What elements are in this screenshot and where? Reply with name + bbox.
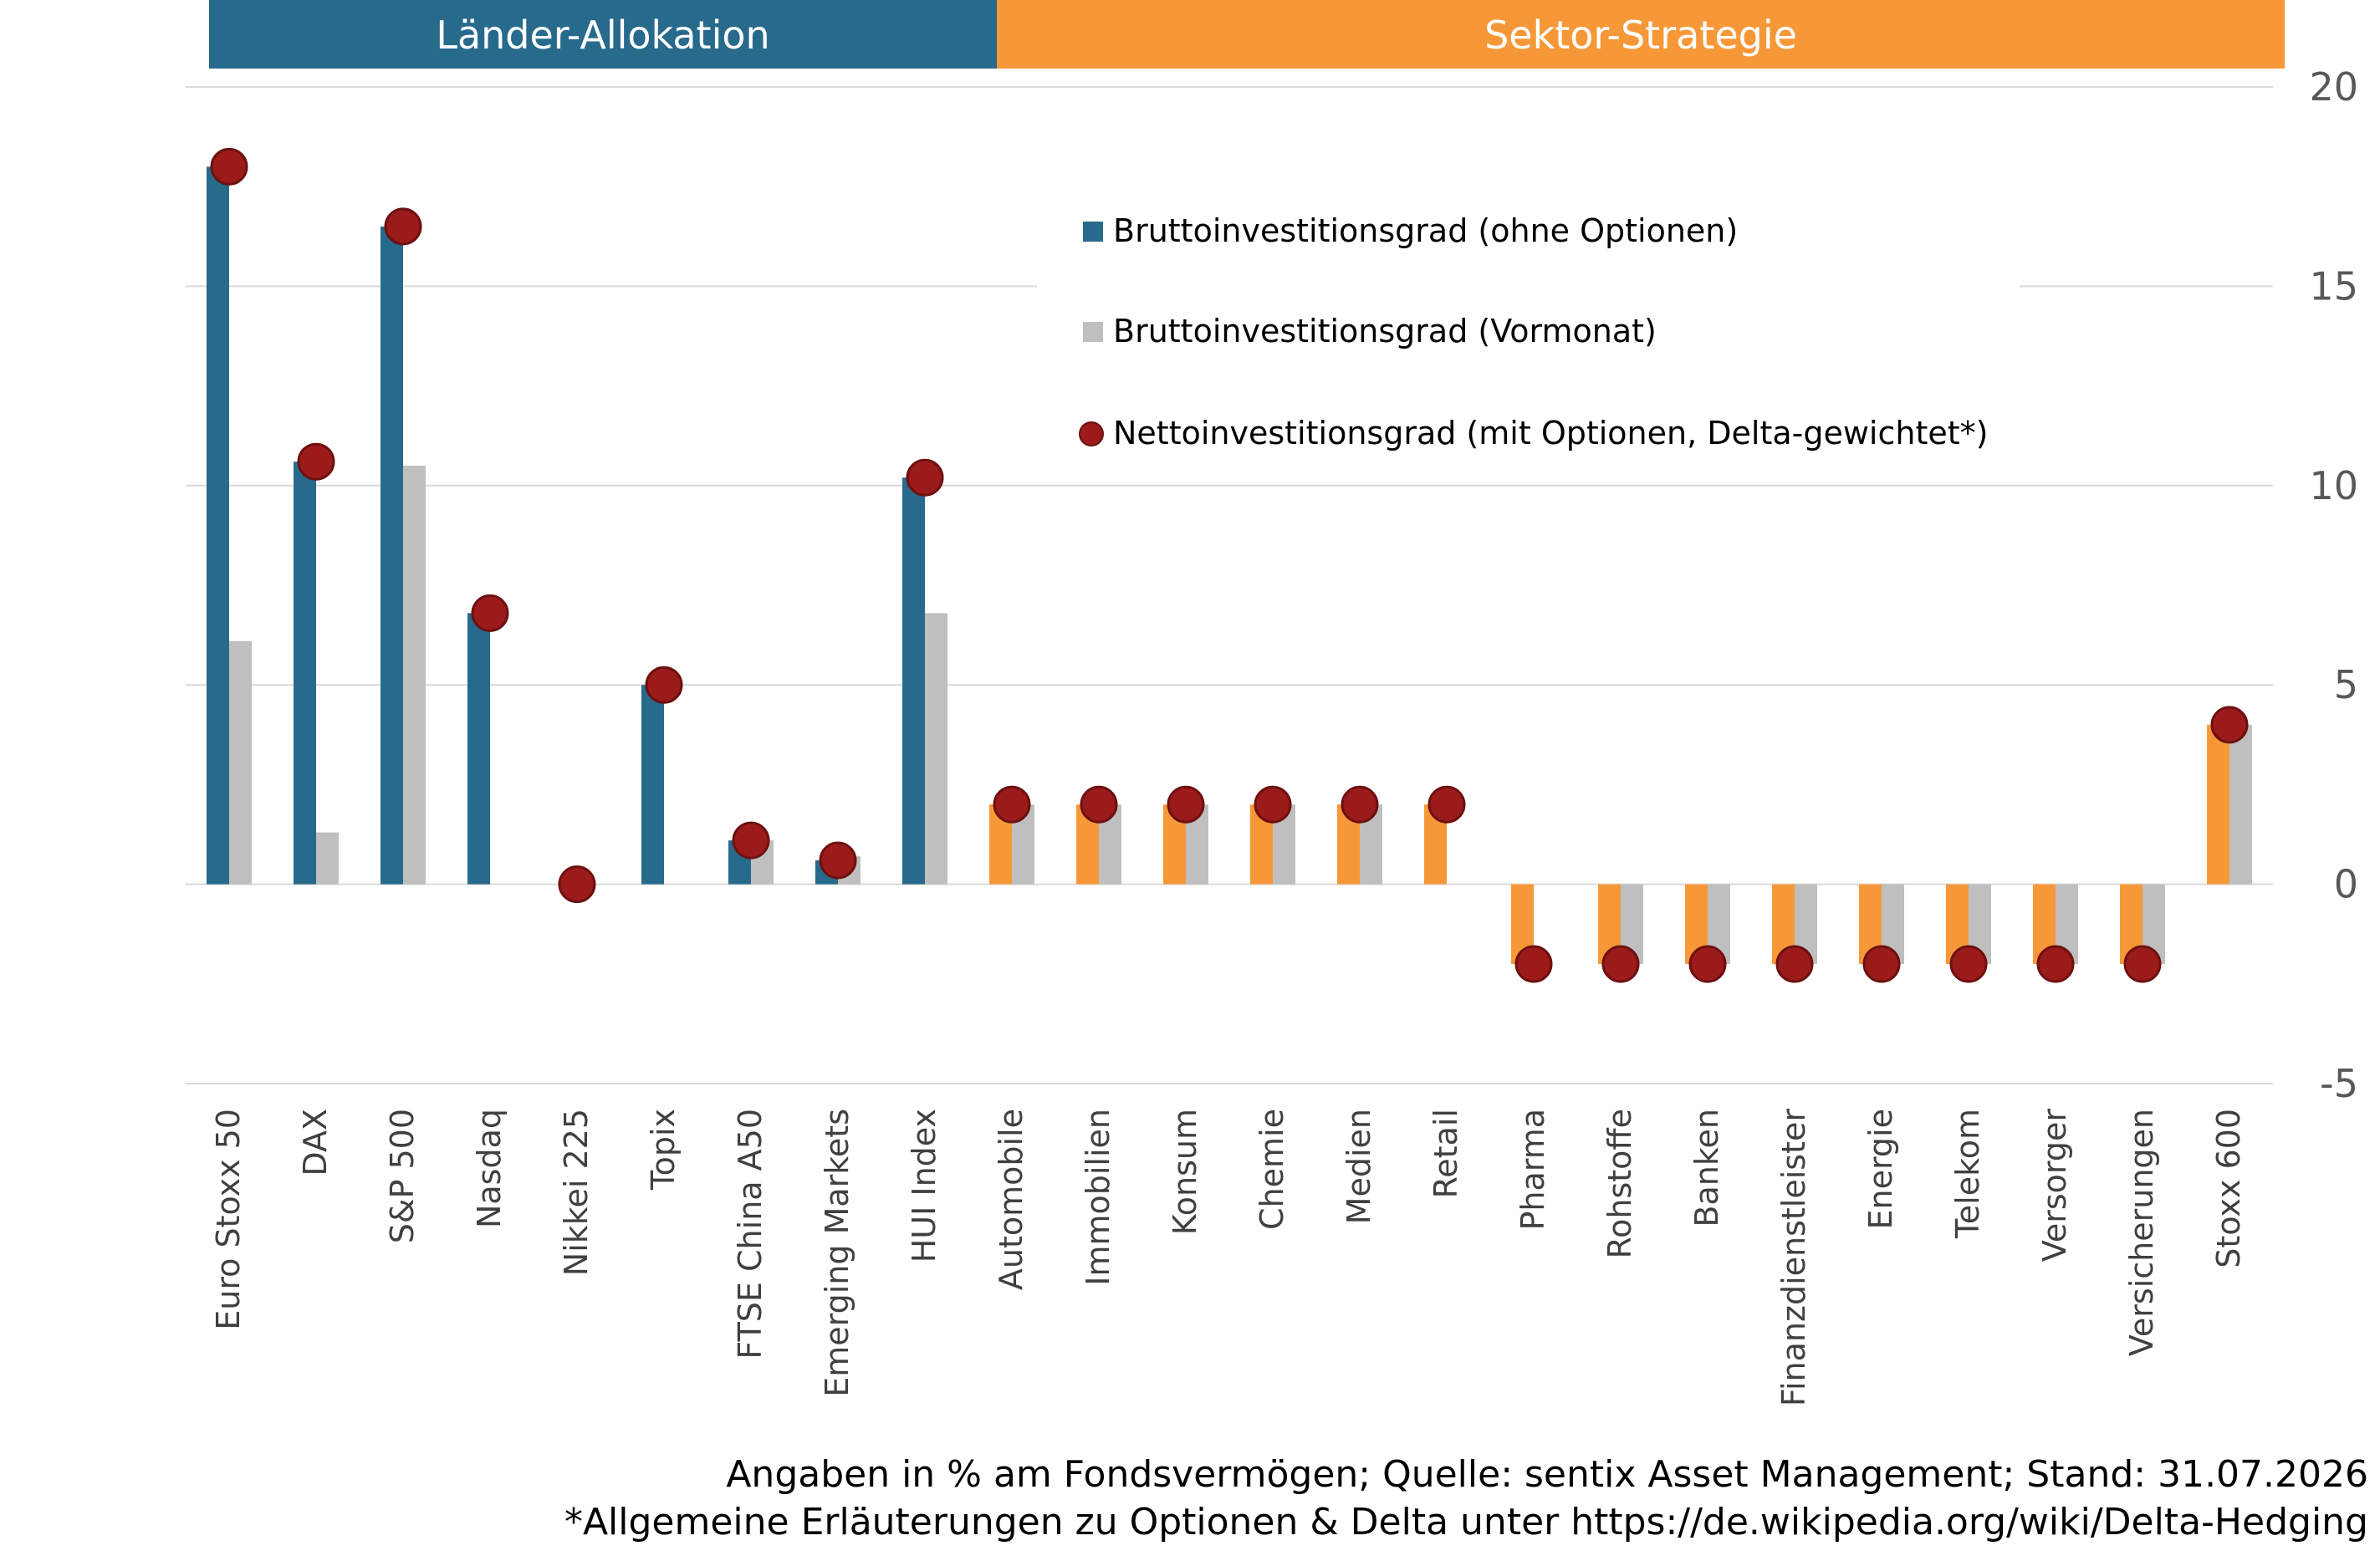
x-tick-label: Emerging Markets <box>819 1109 855 1397</box>
net-marker <box>297 442 335 481</box>
x-tick-label: Immobilien <box>1080 1109 1116 1286</box>
legend-swatch-previous <box>1083 322 1103 342</box>
bar-previous <box>403 465 426 885</box>
bar-current <box>2207 724 2229 885</box>
x-tick-label: Automobile <box>993 1109 1029 1290</box>
x-tick-label: HUI Index <box>906 1109 942 1263</box>
net-marker <box>2210 706 2249 744</box>
bar-current <box>294 462 316 885</box>
banner-laender-label: Länder-Allokation <box>436 13 769 58</box>
net-marker <box>210 147 248 186</box>
bar-current <box>467 613 490 885</box>
bars <box>207 166 2252 964</box>
net-marker <box>558 865 596 904</box>
gridlines <box>186 86 2273 1084</box>
legend-label-previous: Bruttoinvestitionsgrad (Vormonat) <box>1113 313 1657 349</box>
net-marker <box>471 594 509 632</box>
x-tick-label: Rohstoffe <box>1601 1109 1638 1259</box>
legend: Bruttoinvestitionsgrad (ohne Optionen) B… <box>1037 186 2020 470</box>
legend-label-current: Bruttoinvestitionsgrad (ohne Optionen) <box>1113 212 1738 249</box>
footer-source: Angaben in % am Fondsvermögen; Quelle: s… <box>726 1453 2368 1496</box>
net-marker <box>384 207 422 246</box>
net-marker <box>1514 945 1553 983</box>
x-tick-label: Euro Stoxx 50 <box>210 1109 247 1330</box>
bar-current <box>641 685 664 885</box>
net-marker <box>1601 945 1640 983</box>
net-marker <box>819 841 857 880</box>
legend-box <box>1037 186 2020 470</box>
footer-note: *Allgemeine Erläuterungen zu Optionen & … <box>564 1501 2368 1543</box>
y-axis-ticks: 20 15 10 5 0 -5 <box>2309 64 2358 1106</box>
y-tick-label: -5 <box>2320 1061 2358 1106</box>
x-tick-label: Pharma <box>1514 1109 1551 1231</box>
net-marker <box>1254 785 1292 824</box>
net-marker <box>1080 785 1118 824</box>
net-marker <box>1341 785 1379 824</box>
y-tick-label: 15 <box>2309 263 2358 309</box>
y-tick-label: 0 <box>2334 862 2358 907</box>
net-marker <box>1862 945 1901 983</box>
net-marker <box>1775 945 1814 983</box>
net-marker <box>645 666 683 704</box>
y-tick-label: 20 <box>2309 64 2358 110</box>
x-tick-label: FTSE China A50 <box>732 1109 769 1359</box>
x-tick-label: Energie <box>1862 1109 1899 1230</box>
net-marker <box>1167 785 1205 824</box>
net-marker <box>993 785 1031 824</box>
net-marker <box>2123 945 2162 983</box>
x-tick-label: Telekom <box>1949 1109 1986 1239</box>
x-tick-label: Stoxx 600 <box>2210 1109 2247 1268</box>
x-tick-label: Medien <box>1341 1109 1377 1224</box>
x-tick-label: Nasdaq <box>471 1109 508 1228</box>
x-tick-label: Finanzdienstleister <box>1775 1109 1812 1406</box>
y-tick-label: 10 <box>2309 463 2358 508</box>
x-tick-label: Chemie <box>1254 1109 1290 1230</box>
legend-marker-net <box>1079 421 1104 446</box>
bar-current <box>380 226 403 885</box>
x-tick-label: Versicherungen <box>2123 1109 2160 1356</box>
y-tick-label: 5 <box>2334 662 2358 707</box>
banner-laender <box>209 0 997 69</box>
x-tick-label: Versorger <box>2036 1109 2073 1263</box>
x-tick-label: DAX <box>297 1109 334 1176</box>
bar-previous <box>229 640 252 885</box>
net-markers <box>210 147 2249 983</box>
legend-label-net: Nettoinvestitionsgrad (mit Optionen, Del… <box>1113 415 1988 451</box>
net-marker <box>732 821 770 860</box>
x-tick-label: Nikkei 225 <box>558 1109 595 1276</box>
x-axis-ticks: Euro Stoxx 50 DAX S&P 500 Nasdaq Nikkei 225 T… <box>210 1109 2247 1406</box>
banner-sektor-label: Sektor-Strategie <box>1484 13 1797 58</box>
net-marker <box>1949 945 1988 983</box>
x-tick-label: Konsum <box>1167 1109 1203 1235</box>
x-tick-label: S&P 500 <box>384 1109 421 1243</box>
net-marker <box>906 458 944 497</box>
bar-previous <box>316 832 339 885</box>
x-tick-label: Retail <box>1427 1109 1464 1198</box>
bar-current <box>207 166 229 885</box>
net-marker <box>2036 945 2075 983</box>
legend-swatch-current <box>1083 222 1103 242</box>
net-marker <box>1427 785 1466 824</box>
x-tick-label: Banken <box>1688 1109 1725 1227</box>
bar-previous <box>2229 724 2252 885</box>
x-tick-label: Topix <box>645 1109 682 1191</box>
bar-previous <box>925 613 947 885</box>
banner-sektor <box>997 0 2285 69</box>
bar-current <box>902 477 925 885</box>
net-marker <box>1688 945 1727 983</box>
